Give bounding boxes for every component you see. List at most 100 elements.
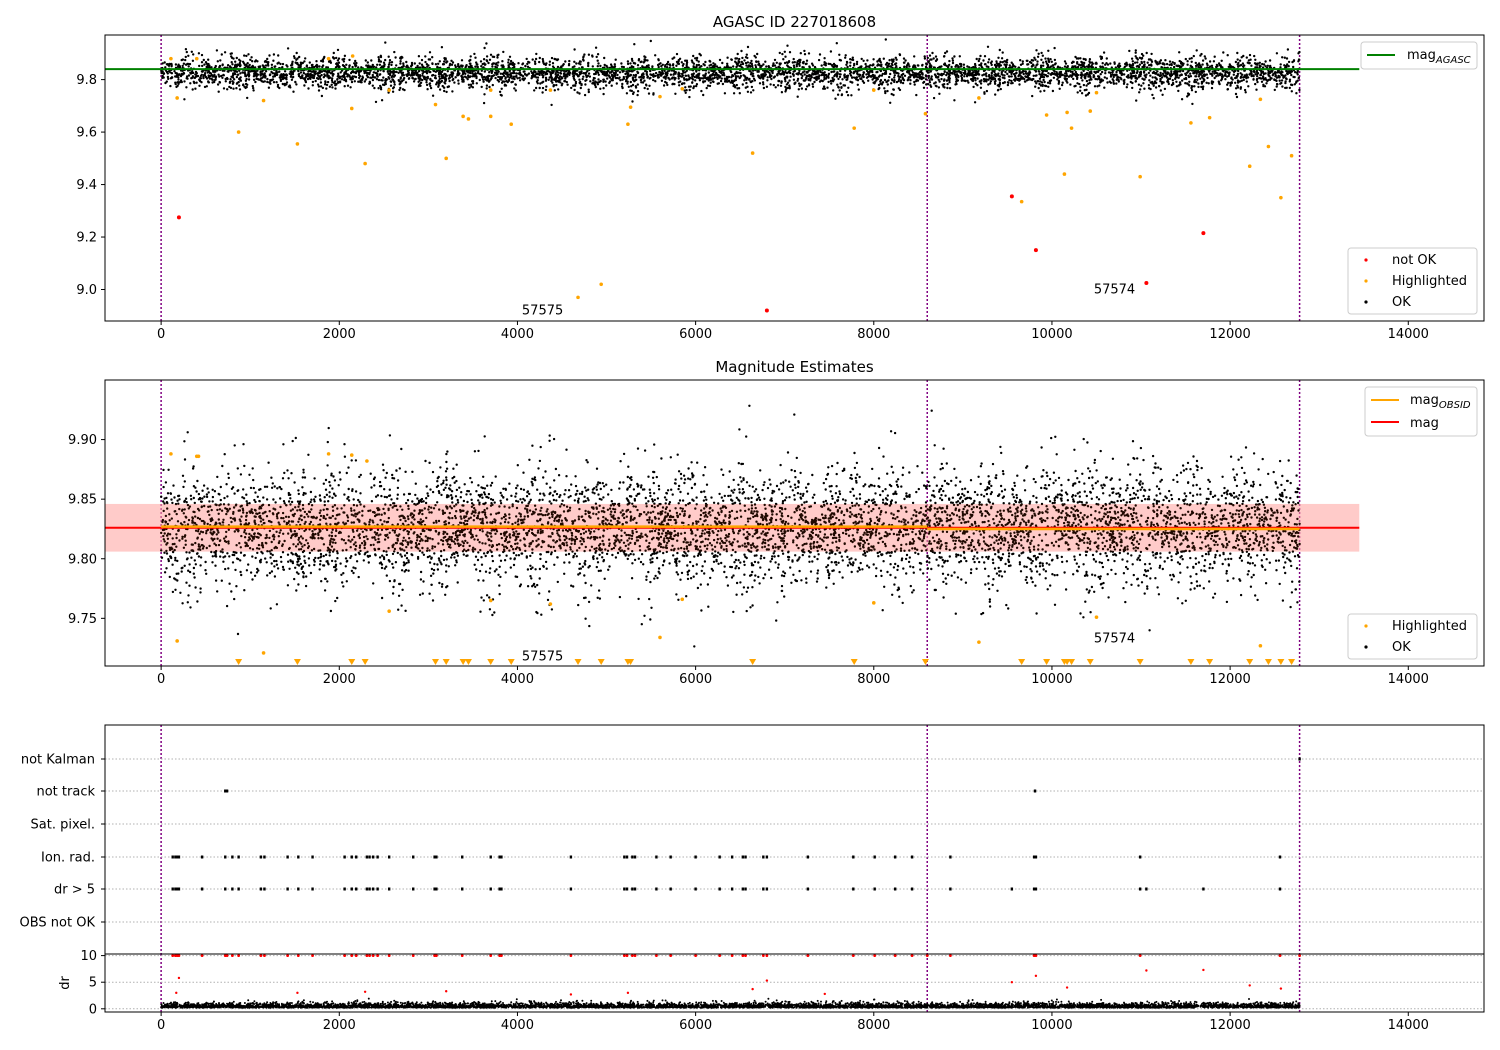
clipped-highlight-marker xyxy=(921,659,929,665)
flag-row-label: not Kalman xyxy=(21,753,95,768)
highlighted-point xyxy=(628,105,633,109)
highlighted-point xyxy=(871,88,876,92)
highlighted-point xyxy=(169,56,173,61)
panel2-legend-mag: magOBSID mag xyxy=(1364,386,1478,437)
highlighted-point xyxy=(1062,172,1067,176)
dr-clipped-point xyxy=(741,954,745,957)
dr-clipped-point xyxy=(286,954,290,957)
flag-marker xyxy=(631,855,634,859)
y-tick-label: 9.6 xyxy=(76,126,97,141)
dr-clipped-point xyxy=(237,954,241,957)
dr-clipped-point xyxy=(806,954,810,957)
panel2-data-layer xyxy=(105,380,1360,666)
dr-high-point xyxy=(626,991,630,995)
highlighted-point xyxy=(196,454,201,459)
dr-clipped-point xyxy=(350,954,354,957)
clipped-highlight-marker xyxy=(507,659,515,665)
x-tick-label: 0 xyxy=(157,672,165,687)
highlighted-point xyxy=(1207,115,1212,120)
flag-marker xyxy=(741,855,745,859)
highlighted-point xyxy=(871,601,876,605)
highlighted-point xyxy=(363,161,367,166)
panel2-legend-status: Highlighted OK xyxy=(1347,613,1478,660)
clipped-highlight-marker xyxy=(1187,659,1195,665)
flag-marker xyxy=(231,855,234,859)
x-tick-label: 6000 xyxy=(679,327,712,342)
highlighted-point xyxy=(977,640,981,644)
panel1-annotation-57575: 57575 xyxy=(522,304,563,319)
flag-marker xyxy=(1034,855,1038,859)
panel2-axes-frame xyxy=(104,379,1485,667)
flag-marker xyxy=(433,855,436,859)
highlighted-point xyxy=(977,96,981,100)
panel4-x-axis: 0 2000 4000 6000 8000 10000 12000 14000 xyxy=(157,1012,1429,1033)
flag-marker xyxy=(655,855,658,859)
dr-clipped-point xyxy=(925,954,929,957)
y-tick-label: 0 xyxy=(89,1002,97,1017)
flag-marker xyxy=(765,887,769,891)
dr-clipped-point xyxy=(354,954,358,957)
x-tick-label: 8000 xyxy=(857,327,890,342)
panel4-dr-layer xyxy=(105,954,1484,1012)
highlighted-point xyxy=(433,102,438,107)
dr-high-point xyxy=(1145,969,1148,972)
dr-clipped-point xyxy=(622,954,626,957)
highlighted-point xyxy=(175,639,179,643)
x-tick-label: 14000 xyxy=(1388,1018,1429,1033)
flag-marker xyxy=(387,887,391,891)
dr-clipped-point xyxy=(371,954,375,957)
flag-marker xyxy=(949,887,952,891)
x-tick-label: 14000 xyxy=(1388,672,1429,687)
highlighted-point xyxy=(509,122,514,127)
flag-marker xyxy=(873,855,876,859)
flag-marker xyxy=(741,887,745,891)
flag-marker xyxy=(730,887,734,891)
highlighted-point xyxy=(626,122,630,127)
dr-clipped-point xyxy=(630,954,634,957)
legend2-ok-marker xyxy=(1364,645,1368,649)
not-ok-point xyxy=(1144,280,1149,285)
highlighted-point xyxy=(488,88,493,92)
flag-marker xyxy=(1202,887,1205,891)
clipped-highlight-marker xyxy=(597,659,605,665)
y-tick-label: 9.85 xyxy=(68,493,97,508)
highlighted-point xyxy=(349,453,354,457)
flag-marker xyxy=(910,887,914,891)
dr-clipped-point xyxy=(893,954,897,957)
flag-marker xyxy=(231,887,234,891)
highlighted-point xyxy=(326,56,331,61)
flag-marker xyxy=(355,887,358,891)
flag-marker xyxy=(498,855,501,859)
clipped-highlight-marker xyxy=(574,659,582,665)
panel2-annotation-57574: 57574 xyxy=(1094,632,1135,647)
flag-marker xyxy=(949,855,952,859)
flag-marker xyxy=(762,887,765,891)
flag-marker xyxy=(633,887,637,891)
dr-clipped-point xyxy=(655,954,658,957)
flag-marker xyxy=(718,855,721,859)
legend-ok-marker xyxy=(1364,300,1368,304)
flag-marker xyxy=(1032,855,1036,859)
panel1-data-layer xyxy=(105,35,1360,321)
dr-clipped-point xyxy=(177,954,181,957)
flag-marker xyxy=(433,887,436,891)
dr-high-point xyxy=(751,987,754,991)
highlighted-point xyxy=(488,598,493,603)
clipped-highlight-marker xyxy=(1277,659,1285,665)
flag-marker xyxy=(237,855,240,859)
y-tick-label: 9.80 xyxy=(68,552,97,567)
highlighted-point xyxy=(1189,121,1193,125)
dr-clipped-point xyxy=(718,954,722,957)
flag-marker xyxy=(1145,887,1148,891)
flag-marker xyxy=(852,855,855,859)
panel3-flags-layer xyxy=(105,725,1484,954)
legend2-ok-label: OK xyxy=(1392,640,1411,655)
highlighted-point xyxy=(387,88,391,92)
highlighted-point xyxy=(444,156,448,161)
flag-marker xyxy=(694,855,697,859)
y-tick-label: 9.75 xyxy=(68,612,97,627)
flag-marker xyxy=(177,855,181,859)
legend-ok-label: OK xyxy=(1392,295,1411,310)
highlighted-point xyxy=(295,142,300,146)
